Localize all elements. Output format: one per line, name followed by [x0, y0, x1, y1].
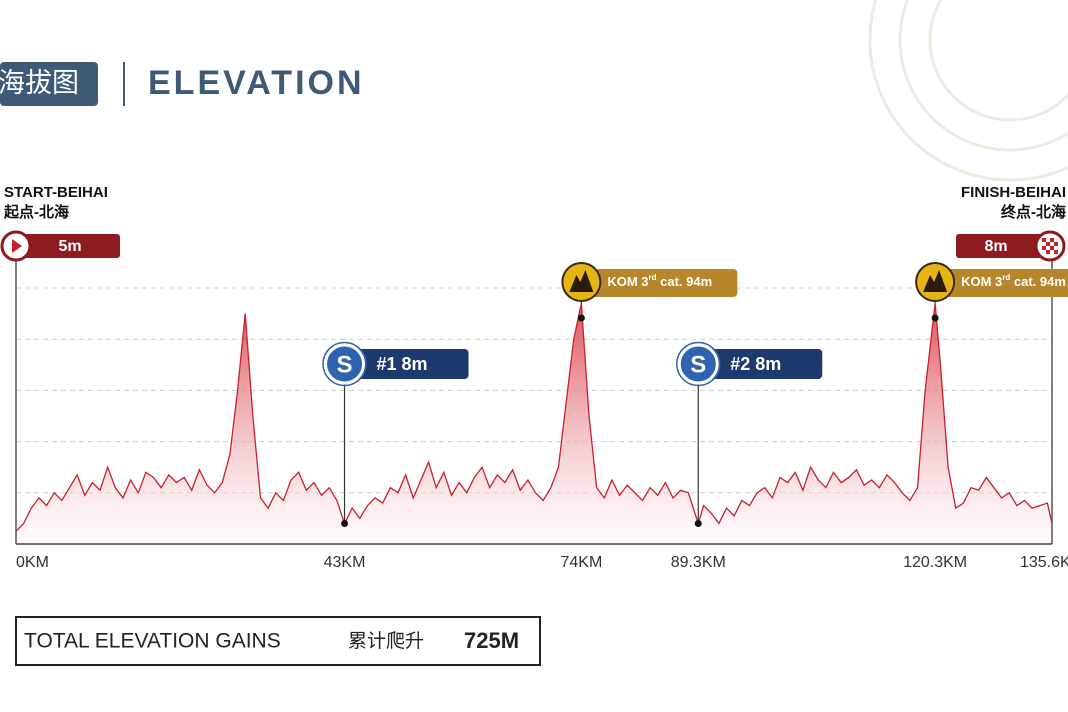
sprint-pill: [354, 349, 469, 379]
sprint-label: #2 8m: [730, 354, 781, 374]
finish-check: [1050, 238, 1054, 242]
x-tick-label: 135.6KM: [1020, 554, 1068, 571]
finish-elevation: 8m: [984, 238, 1007, 255]
finish-check: [1046, 250, 1050, 254]
summary-label-cn: 累计爬升: [348, 630, 424, 652]
summary-box: [15, 616, 541, 666]
sprint-icon: [677, 343, 719, 385]
sprint-pill: [708, 349, 823, 379]
sprint-icon-label: S: [690, 351, 706, 378]
elevation-area: [16, 303, 1052, 544]
x-tick-label: 74KM: [560, 554, 602, 571]
elevation-line: [15, 303, 1053, 532]
kom-label-part: KOM 3: [961, 274, 1002, 289]
summary-label: TOTAL ELEVATION GAINS: [24, 630, 281, 653]
finish-check: [1042, 246, 1046, 250]
kom-mountain: [923, 270, 948, 292]
kom-label-part: cat. 94m: [657, 274, 713, 289]
finish-name-cn: 终点-北海: [1001, 203, 1066, 221]
start-play: [12, 239, 22, 253]
sprint-label: #1 8m: [377, 354, 428, 374]
kom-label-sup: rd: [649, 273, 657, 282]
x-tick-label: 43KM: [324, 554, 366, 571]
x-tick-label: 0KM: [16, 554, 49, 571]
kom-label-part: KOM 3: [607, 274, 648, 289]
header-title: ELEVATION: [148, 64, 365, 102]
finish-pill: [956, 234, 1052, 258]
finish-check: [1054, 250, 1058, 254]
kom-label: KOM 3rd cat. 94m: [607, 273, 712, 289]
header-title-cn: 海拔图: [0, 68, 79, 98]
kom-label: KOM 3rd cat. 94m: [961, 273, 1066, 289]
sprint-icon: [324, 343, 366, 385]
start-name-cn: 起点-北海: [3, 203, 69, 221]
header-badge: [0, 62, 98, 106]
sprint-icon-ring: [322, 341, 367, 387]
kom-pill: [589, 269, 738, 297]
finish-check: [1042, 238, 1046, 242]
start-name: START-BEIHAI: [4, 184, 108, 201]
x-tick-label: 89.3KM: [671, 554, 726, 571]
kom-point: [931, 314, 939, 322]
kom-pill: [943, 269, 1068, 297]
kom-label-part: cat. 94m: [1010, 274, 1066, 289]
decoration: [868, 0, 1068, 182]
sprint-point: [341, 520, 349, 528]
finish-check: [1050, 246, 1054, 250]
finish-name: FINISH-BEIHAI: [961, 184, 1066, 201]
sprint-point: [694, 520, 702, 528]
finish-check: [1046, 242, 1050, 246]
kom-label-sup: rd: [1002, 273, 1010, 282]
kom-mountain: [569, 270, 594, 292]
kom-point: [577, 314, 585, 322]
summary-value: 725M: [464, 628, 519, 653]
start-pill: [16, 234, 120, 258]
start-elevation: 5m: [58, 238, 81, 255]
finish-check: [1054, 242, 1058, 246]
sprint-icon-ring: [676, 341, 721, 387]
x-tick-label: 120.3KM: [903, 554, 967, 571]
sprint-icon-label: S: [337, 351, 353, 378]
